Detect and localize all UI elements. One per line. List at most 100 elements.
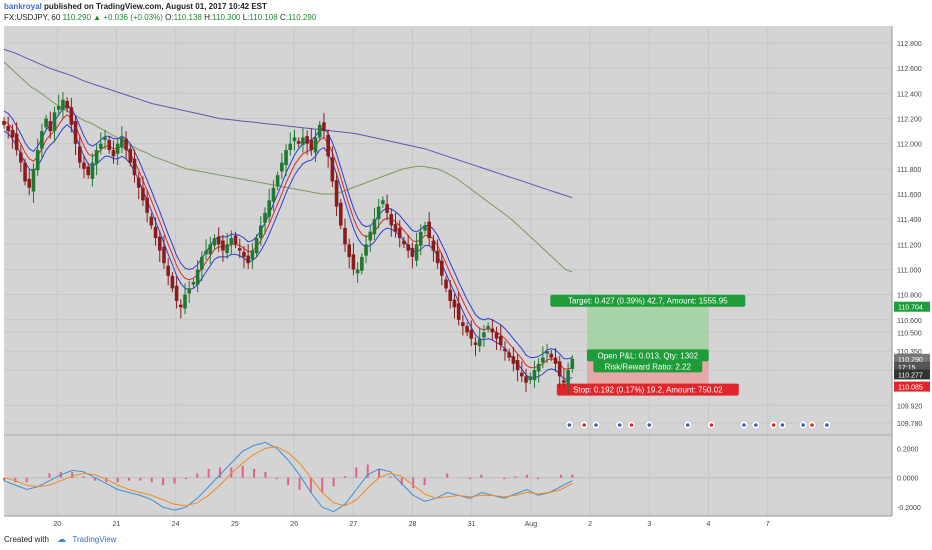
candle-body <box>271 187 276 202</box>
candle-body <box>229 238 234 245</box>
candle-body <box>309 139 314 151</box>
candle-body <box>570 358 575 369</box>
time-tick-label: 3 <box>647 521 651 528</box>
candle-body <box>23 162 27 182</box>
candle-body <box>490 328 495 333</box>
candle-body <box>397 227 402 239</box>
candle-body <box>19 152 23 163</box>
footer: Created with ☁ TradingView <box>4 534 116 545</box>
candle-body <box>115 143 120 154</box>
time-tick-label: Aug <box>525 521 538 528</box>
candle-body <box>44 118 48 128</box>
symbol-label[interactable]: FX:USDJPY, 60 <box>4 13 61 22</box>
candle-body <box>566 370 570 384</box>
candle-body <box>258 225 263 239</box>
candle-body <box>187 288 192 294</box>
candle-body <box>494 332 499 339</box>
pnl-label[interactable]: Open P&L: 0.013, Qty: 1302 <box>586 349 709 362</box>
candle-body <box>61 99 65 110</box>
pnl-label-text: Open P&L: 0.013, Qty: 1302 <box>598 351 699 360</box>
price-axis[interactable]: 112.800 112.600 112.400 112.200 112.000 111.8… <box>891 26 932 516</box>
candle-body <box>208 244 213 255</box>
macd-tick-label: 0.0000 <box>897 476 919 483</box>
candle-body <box>216 236 221 245</box>
candle-body <box>423 225 427 231</box>
candle-body <box>221 240 225 251</box>
candle-body <box>200 256 204 270</box>
candle-body <box>355 269 360 274</box>
candle-body <box>107 139 112 151</box>
candle-body <box>284 150 288 166</box>
candle-body <box>145 197 149 213</box>
candle-body <box>73 121 78 144</box>
candle-body <box>157 236 162 251</box>
time-tick-label: 27 <box>349 521 357 528</box>
candle-body <box>292 137 297 142</box>
price-badge-label: 110.704 <box>898 305 923 312</box>
time-tick-label: 31 <box>468 521 476 528</box>
author-name[interactable]: bankroyal <box>4 2 42 11</box>
candle-body <box>473 342 478 345</box>
candle-body <box>524 376 528 383</box>
candle-body <box>486 326 490 329</box>
candle-body <box>444 279 448 289</box>
candle-body <box>90 162 95 179</box>
ema-blue-upper-line <box>3 104 573 360</box>
candle-body <box>52 112 57 132</box>
macd-pane <box>3 441 892 513</box>
last-price: 110.290 <box>62 13 91 22</box>
price-badge <box>894 301 930 312</box>
open-label: O: <box>165 13 174 22</box>
candle-body <box>461 322 465 327</box>
event-flag-dot <box>567 423 572 427</box>
candle-body <box>2 121 6 125</box>
candle-body <box>233 235 238 245</box>
ma-purple-line <box>3 48 573 199</box>
price-tick-label: 112.000 <box>897 142 922 149</box>
candle-body <box>330 157 335 182</box>
event-flag-dot <box>582 423 586 427</box>
event-flag-dot <box>647 423 652 427</box>
event-flag-dot <box>780 423 785 427</box>
pnl-label-bg <box>586 349 709 362</box>
macd-tick-label: 0.2000 <box>897 446 919 453</box>
candle-body <box>507 352 511 358</box>
time-tick-label: 2 <box>588 521 592 528</box>
candle-body <box>498 336 503 345</box>
candle-body <box>99 143 103 149</box>
candle-body <box>410 248 415 257</box>
ratio-label[interactable]: Risk/Reward Ratio: 2.22 <box>593 360 703 373</box>
created-with-label: Created with <box>4 535 49 544</box>
candle-body <box>456 303 461 320</box>
stop-label[interactable]: Stop: 0.192 (0.17%) 19.2, Amount: 750.02 <box>556 383 739 396</box>
price-tick-label: 111.600 <box>897 192 921 199</box>
price-badge <box>894 361 930 372</box>
price-tick-label: 110.500 <box>897 330 922 337</box>
price-tick-label: 110.800 <box>897 293 922 300</box>
candle-body <box>254 238 259 254</box>
position-tool[interactable]: Target: 0.427 (0.39%) 42.7, Amount: 1555… <box>550 294 746 396</box>
candle-body <box>179 304 183 308</box>
candle-body <box>347 244 352 257</box>
candle-body <box>132 158 137 176</box>
candle-body <box>557 361 562 377</box>
price-tick-label: 111.200 <box>897 242 921 249</box>
ema-blue-lower-line <box>3 124 573 380</box>
candle-body <box>376 206 381 220</box>
candle-body <box>111 150 116 157</box>
macd-signal-line <box>3 446 573 507</box>
candle-body <box>40 131 44 149</box>
candle-body <box>94 150 99 164</box>
candle-body <box>195 269 200 285</box>
candle-body <box>482 332 486 338</box>
time-axis[interactable]: 20 21 24 25 26 27 28 31 Aug 2 3 4 7 <box>4 515 892 528</box>
target-label[interactable]: Target: 0.427 (0.39%) 42.7, Amount: 1555… <box>550 294 746 307</box>
candle-body <box>120 137 124 148</box>
tradingview-brand[interactable]: TradingView <box>72 535 117 544</box>
high-value: 110.300 <box>212 13 241 22</box>
ratio-label-text: Risk/Reward Ratio: 2.22 <box>605 362 692 371</box>
event-flag-dot <box>742 423 746 427</box>
candle-body <box>275 175 280 187</box>
candle-body <box>35 150 40 171</box>
